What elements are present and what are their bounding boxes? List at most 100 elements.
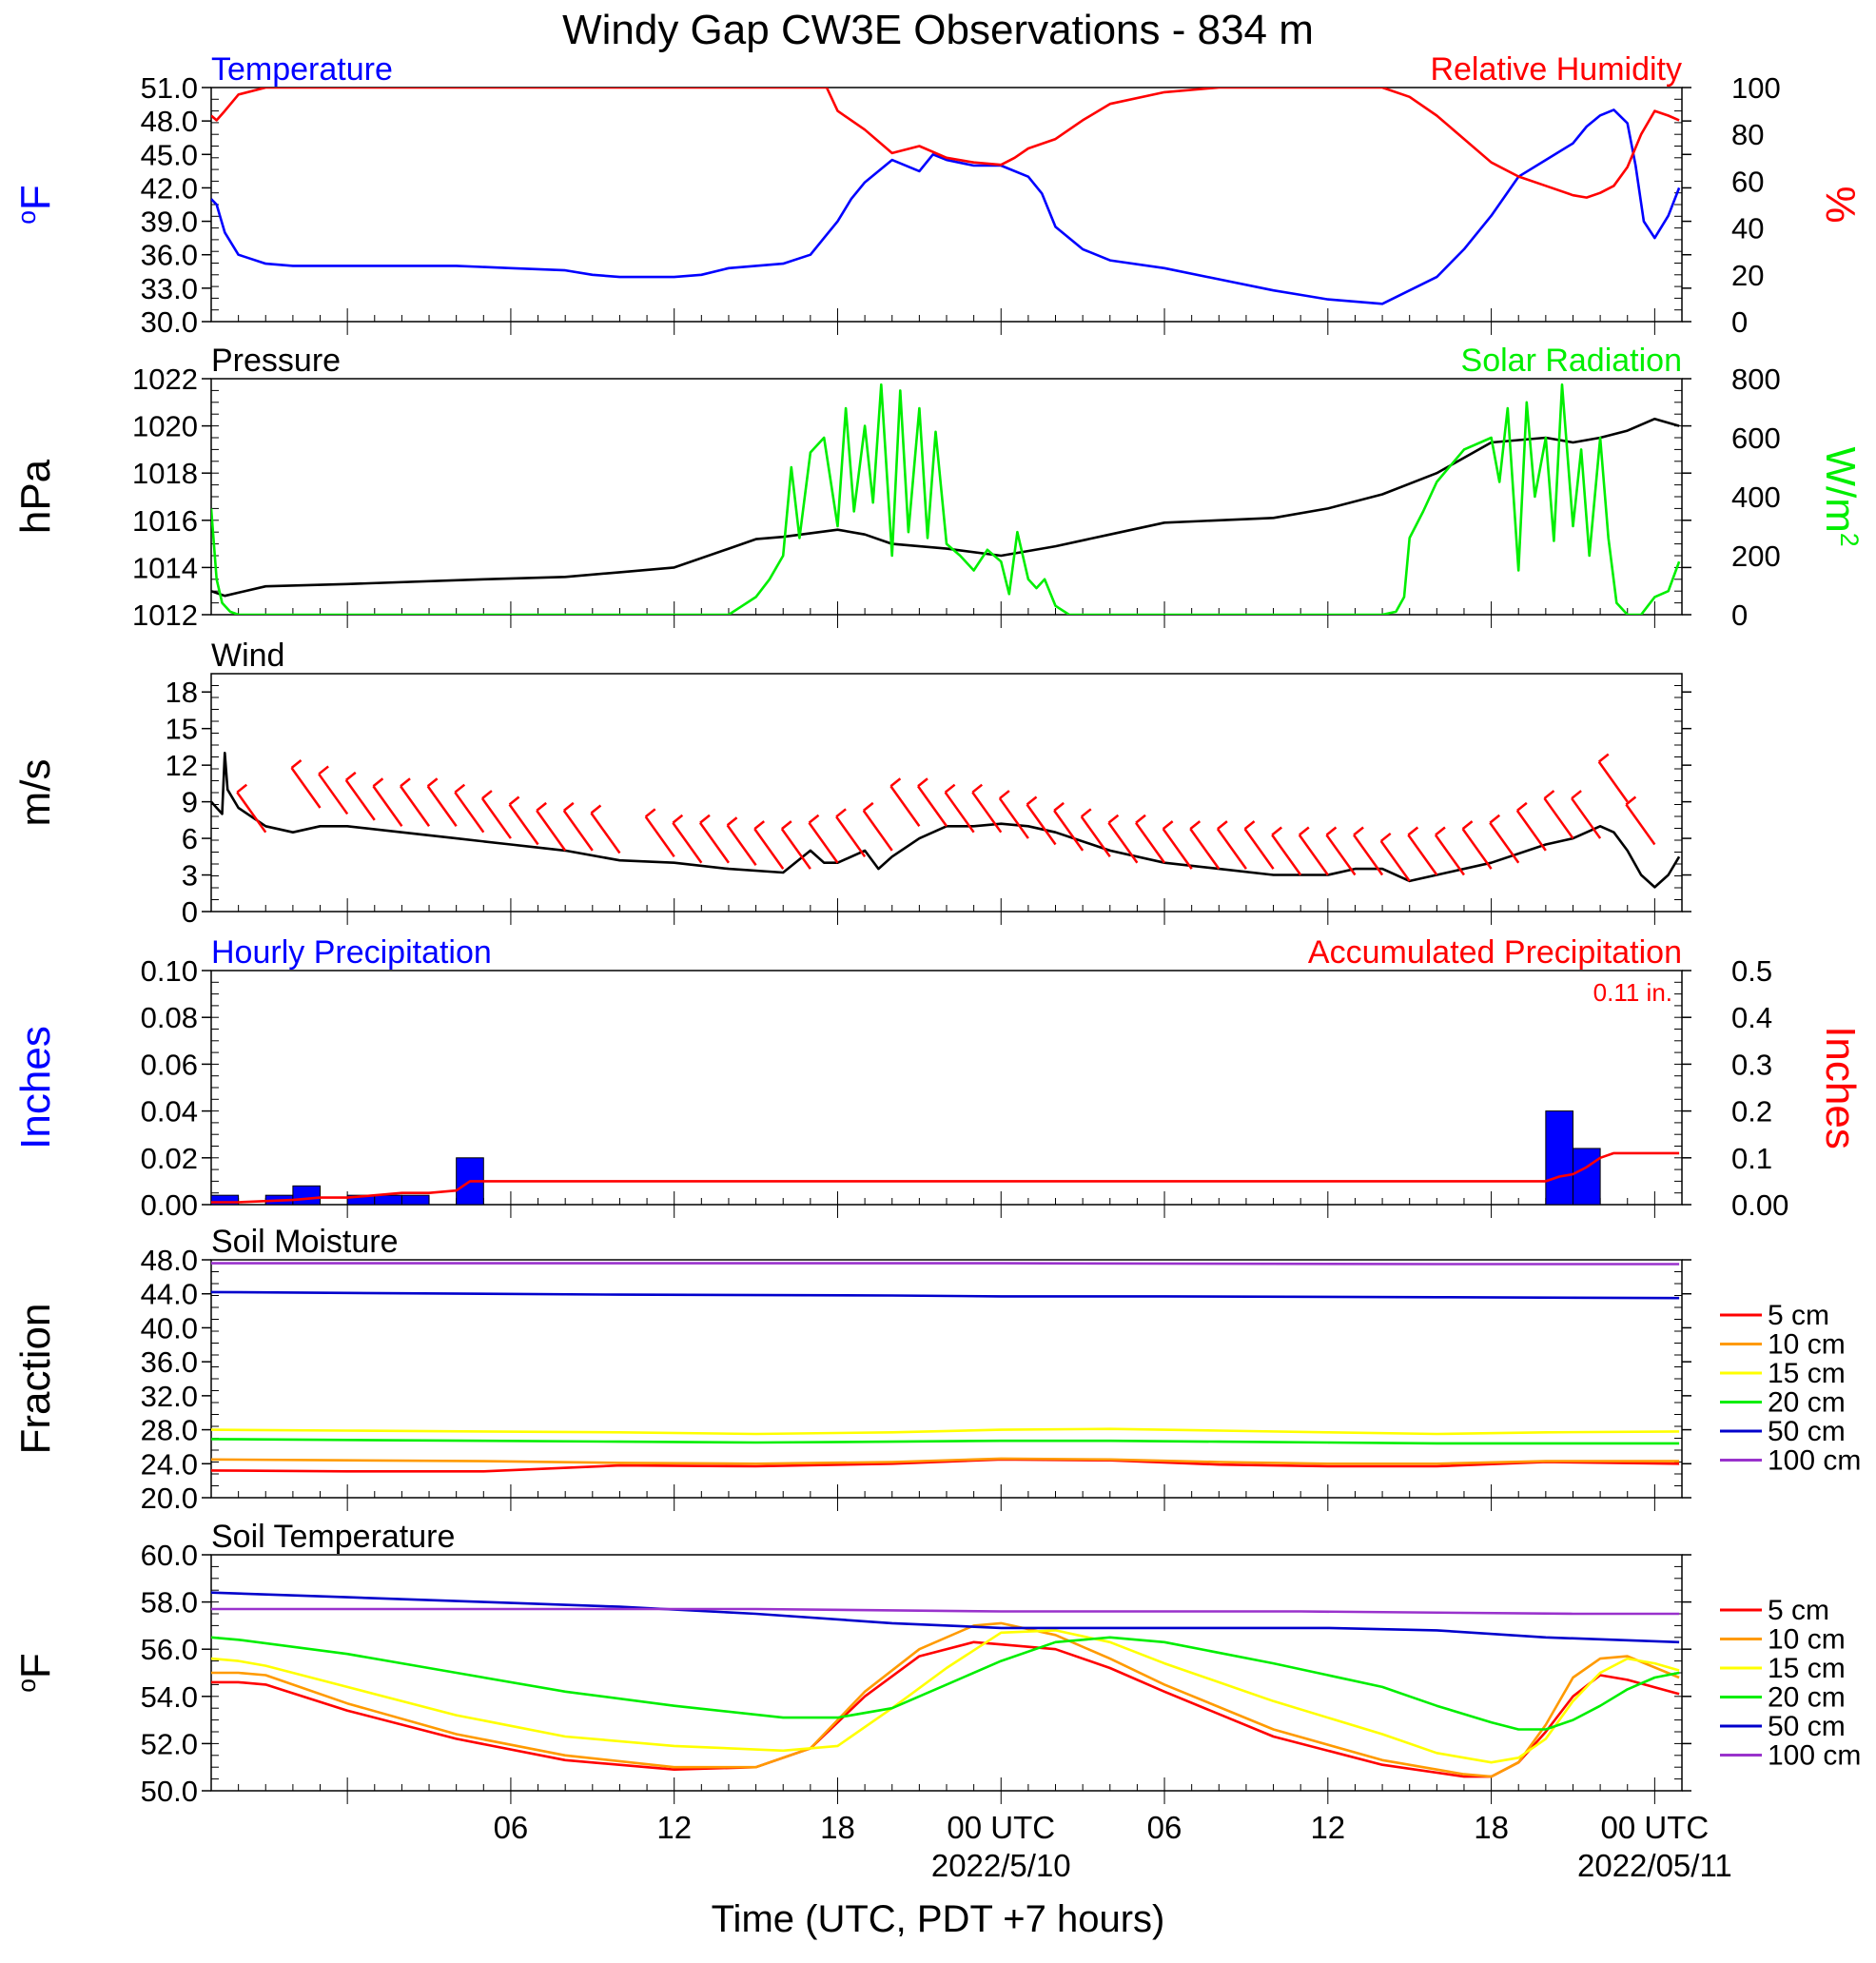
panel-title-left: Temperature: [211, 51, 393, 88]
wind-barb-flag: [372, 777, 384, 788]
wind-barb-flag: [999, 790, 1010, 800]
panel-frame: [210, 378, 1683, 616]
y-tick-label-left: 39.0: [141, 206, 198, 239]
wind-barb: [1107, 821, 1139, 864]
y-tick-label-right: 800: [1731, 363, 1781, 396]
legend-label: 5 cm: [1768, 1300, 1829, 1331]
wind-barb: [971, 791, 1003, 834]
y-tick-label-left: 18: [166, 676, 198, 709]
wind-barb-flag: [236, 783, 248, 794]
x-tick-label: 18: [1474, 1810, 1509, 1845]
panel-precip: 0.10 0.08 0.06 0.04 0.02 0.00 0.5 0.4 0.3 0.2 0.1 0…: [12, 934, 1864, 1222]
y-tick-label-left: 20.0: [141, 1482, 198, 1515]
wind-barb: [562, 810, 594, 852]
wind-barb-flag: [1407, 826, 1419, 836]
x-tick-label: 06: [494, 1810, 529, 1845]
wind-barb-flag: [1026, 795, 1038, 806]
y-tick-label-left: 0: [182, 895, 198, 929]
y-tick-label-right: 400: [1731, 481, 1781, 514]
wind-barb-flag: [1053, 801, 1065, 812]
y-tick-label-left: 44.0: [141, 1278, 198, 1311]
wind-barb: [726, 824, 757, 867]
panel-frame: [210, 1554, 1683, 1792]
series-15-cm: [211, 1629, 1680, 1764]
y-tick-label-left: 3: [182, 859, 198, 893]
series-50-cm: [211, 1591, 1680, 1644]
wind-barb-flag: [1189, 820, 1202, 831]
x-tick-label: 12: [656, 1810, 692, 1845]
plot-area: [211, 1262, 1680, 1473]
y-tick-label-left: 9: [182, 786, 198, 819]
wind-barb: [1135, 821, 1166, 864]
wind-barb-flag: [344, 771, 357, 781]
wind-barb-flag: [971, 783, 984, 794]
y-tick-label-right: 60: [1731, 165, 1764, 198]
panel-pressure_solar: 1022 1020 1018 1016 1014 1012 800 600 400 200 0 Pre…: [12, 343, 1864, 632]
plot-area: [211, 88, 1681, 305]
wind-barb: [916, 785, 948, 827]
y-axis-label-right: %: [1817, 186, 1864, 223]
y-axis-label-left: Inches: [12, 1026, 59, 1149]
series-5-cm: [211, 1640, 1680, 1778]
precip-bar: [1545, 1110, 1573, 1205]
x-tick-label: 18: [820, 1810, 855, 1845]
series-relative-humidity: [211, 88, 1680, 199]
wind-barb-flag: [862, 801, 874, 812]
legend-label: 15 cm: [1768, 1358, 1846, 1389]
y-axis-label-left: oF: [12, 185, 59, 225]
panel-title-left: Pressure: [211, 343, 341, 379]
y-tick-label-right: 20: [1731, 259, 1764, 292]
wind-barb: [1298, 834, 1329, 876]
y-tick-label-left: 1014: [132, 551, 198, 584]
y-tick-label-right: 0.1: [1731, 1142, 1772, 1175]
precip-bar: [292, 1185, 322, 1205]
wind-barb-flag: [290, 759, 303, 770]
wind-barb: [344, 779, 376, 821]
panel-title-left: Hourly Precipitation: [211, 934, 492, 971]
wind-barb-flag: [318, 765, 329, 775]
y-tick-label-left: 0.02: [141, 1142, 198, 1175]
wind-barb: [318, 773, 349, 815]
y-tick-label-left: 32.0: [141, 1380, 198, 1413]
y-tick-label-left: 0.04: [141, 1095, 198, 1129]
series-20-cm: [211, 1438, 1680, 1445]
y-tick-label-left: 54.0: [141, 1680, 198, 1714]
wind-barb: [454, 791, 485, 834]
wind-barb: [698, 821, 730, 864]
y-tick-label-right: 100: [1731, 71, 1781, 105]
wind-barb: [644, 815, 675, 858]
y-tick-label-left: 28.0: [141, 1414, 198, 1447]
wind-barb: [290, 767, 322, 809]
wind-barb-flag: [1217, 820, 1228, 831]
y-tick-label-left: 52.0: [141, 1727, 198, 1760]
plot-area: [211, 751, 1681, 889]
x-tick-label: 00 UTC: [1601, 1810, 1710, 1845]
y-tick-label-right: 600: [1731, 422, 1781, 455]
wind-barb: [808, 821, 839, 864]
y-tick-label-right: 0.00: [1731, 1188, 1788, 1222]
legend-label: 20 cm: [1768, 1682, 1846, 1714]
precip-bar: [1572, 1148, 1601, 1205]
y-tick-label-right: 0.4: [1731, 1001, 1772, 1034]
y-tick-label-left: 12: [166, 749, 198, 782]
wind-barb-flag: [1135, 814, 1146, 824]
wind-barb: [1353, 834, 1384, 876]
panel-soil_moisture: 48.044.040.036.032.028.024.020.0 Soil Moi…: [12, 1224, 1861, 1515]
y-tick-label-left: 58.0: [141, 1586, 198, 1619]
wind-barb-flag: [889, 777, 902, 788]
wind-barb: [508, 803, 539, 846]
y-tick-label-left: 1016: [132, 504, 198, 538]
wind-barb: [1571, 797, 1602, 839]
y-tick-label-right: 200: [1731, 540, 1781, 573]
wind-barb: [426, 785, 458, 827]
y-tick-label-left: 48.0: [141, 1244, 198, 1277]
series-solar-radiation: [211, 383, 1681, 615]
wind-barb: [1625, 803, 1656, 846]
wind-barb: [372, 785, 403, 827]
wind-barb: [236, 791, 267, 834]
wind-barb-flag: [944, 783, 956, 794]
wind-barb-flag: [1516, 801, 1528, 812]
panel-title-left: Wind: [211, 638, 284, 674]
legend-label: 5 cm: [1768, 1595, 1829, 1626]
